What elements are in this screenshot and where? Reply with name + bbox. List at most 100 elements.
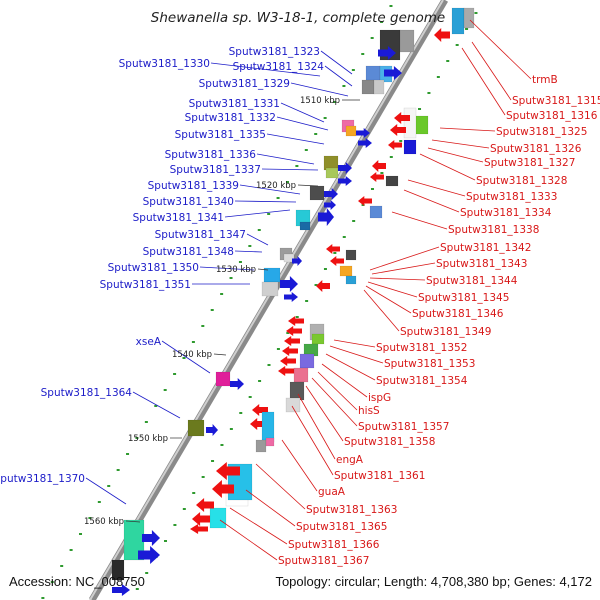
gene-label-right[interactable]: Sputw3181_1363 [306,504,397,516]
gene-box [463,7,475,29]
gene-label-left[interactable]: Sputw3181_1337 [170,164,261,176]
gene-label-right[interactable]: Sputw3181_1346 [412,308,504,320]
gene-label-right[interactable]: trmB [532,74,558,86]
tick-mark [304,149,308,151]
label-leader-right [321,363,368,398]
gene-arrow [358,196,372,206]
tick-mark [465,28,469,30]
gene-box [289,381,305,401]
label-leader-left [246,233,269,246]
gene-label-left[interactable]: Sputw3181_1336 [165,149,257,161]
label-leader-right [371,262,436,275]
gene-label-right[interactable]: Sputw3181_1315 [512,95,600,107]
gene-box [311,333,325,345]
tick-mark [389,5,393,7]
label-leader-right [297,393,336,460]
gene-label-right[interactable]: Sputw3181_1327 [484,157,575,169]
tick-mark [427,92,431,94]
gene-label-right[interactable]: Sputw3181_1328 [476,175,567,187]
gene-label-right[interactable]: Sputw3181_1325 [496,126,587,138]
gene-label-right[interactable]: Sputw3181_1334 [460,207,552,219]
gene-label-left[interactable]: Sputw3181_1348 [143,246,234,258]
gene-box [365,65,381,83]
label-leader-right [407,179,466,197]
gene-label-left[interactable]: Sputw3181_1323 [229,46,320,58]
tick-mark [352,220,356,222]
gene-arrow [142,530,160,546]
tick-mark [285,181,289,183]
tick-mark [380,172,384,174]
tick-mark [248,245,252,247]
tick-mark [323,117,327,119]
tick-mark [210,309,214,311]
gene-label-right[interactable]: Sputw3181_1344 [426,275,518,287]
gene-label-left[interactable]: Sputw3181_1335 [175,129,266,141]
gene-arrow [394,112,410,124]
gene-box [339,265,353,277]
gene-label-right[interactable]: guaA [318,486,346,498]
tick-mark [295,316,299,318]
label-leader-left [324,65,353,87]
gene-label-right[interactable]: Sputw3181_1333 [466,191,557,203]
kbp-marker: 1510 kbp [300,96,340,106]
label-leader-right [403,189,460,213]
label-leader-right [317,371,358,411]
kbp-marker: 1560 kbp [84,517,124,527]
tick-mark [257,229,261,231]
gene-label-left[interactable]: Sputw3181_1347 [155,229,246,241]
gene-label-right[interactable]: Sputw3181_1342 [440,242,531,254]
gene-label-left[interactable]: Sputw3181_1340 [143,196,234,208]
tick-mark [238,261,242,263]
gene-label-left[interactable]: xseA [136,336,162,348]
gene-label-right[interactable]: Sputw3181_1367 [278,555,369,567]
gene-label-right[interactable]: ispG [368,392,391,404]
tick-mark [361,53,365,55]
gene-label-right[interactable]: Sputw3181_1358 [344,436,435,448]
gene-label-right[interactable]: Sputw3181_1365 [296,521,387,533]
gene-label-left[interactable]: Sputw3181_1332 [185,112,276,124]
gene-label-right[interactable]: Sputw3181_1349 [400,326,491,338]
gene-label-left[interactable]: Sputw3181_1324 [233,61,325,73]
gene-label-right[interactable]: Sputw3181_1354 [376,375,468,387]
gene-label-right[interactable]: Sputw3181_1316 [506,110,598,122]
gene-label-right[interactable]: Sputw3181_1353 [384,358,475,370]
label-leader-left [161,340,211,374]
gene-label-left[interactable]: Sputw3181_1351 [100,279,191,291]
gene-label-right[interactable]: Sputw3181_1343 [436,258,527,270]
gene-label-right[interactable]: Sputw3181_1357 [358,421,449,433]
gene-features [111,7,475,596]
gene-label-left[interactable]: Sputw3181_1350 [108,262,199,274]
chart-title: Shewanella sp. W3-18-1, complete genome [151,10,445,26]
label-leader-right [305,385,344,442]
tick-mark [182,508,186,510]
gene-box [369,205,383,219]
tick-mark [220,293,224,295]
gene-label-left[interactable]: Sputw3181_1339 [148,180,239,192]
gene-label-left[interactable]: Sputw3181_1331 [189,98,280,110]
gene-label-left[interactable]: Sputw3181_1329 [199,78,290,90]
label-leader-left [234,250,263,253]
gene-arrow [326,244,340,254]
gene-arrow [284,292,298,302]
gene-box [215,371,231,387]
tick-mark [229,277,233,279]
tick-mark [389,156,393,158]
gene-label-left[interactable]: Sputw3181_1370 [0,473,85,485]
gene-arrow [196,498,214,512]
kbp-marker: 1520 kbp [256,181,296,191]
gene-label-right[interactable]: Sputw3181_1366 [288,539,380,551]
gene-label-left[interactable]: Sputw3181_1341 [133,212,224,224]
gene-label-left[interactable]: Sputw3181_1330 [119,58,210,70]
gene-label-right[interactable]: Sputw3181_1352 [376,342,467,354]
tick-mark [173,524,177,526]
gene-box [187,419,205,437]
gene-box [345,125,357,137]
gene-label-left[interactable]: Sputw3181_1364 [41,387,133,399]
gene-label-right[interactable]: Sputw3181_1345 [418,292,509,304]
label-leader-left [261,168,319,171]
gene-label-right[interactable]: hisS [358,405,380,417]
gene-label-right[interactable]: engA [336,454,364,466]
gene-label-right[interactable]: Sputw3181_1338 [448,224,539,236]
gene-label-right[interactable]: Sputw3181_1361 [334,470,425,482]
gene-label-right[interactable]: Sputw3181_1326 [490,143,582,155]
